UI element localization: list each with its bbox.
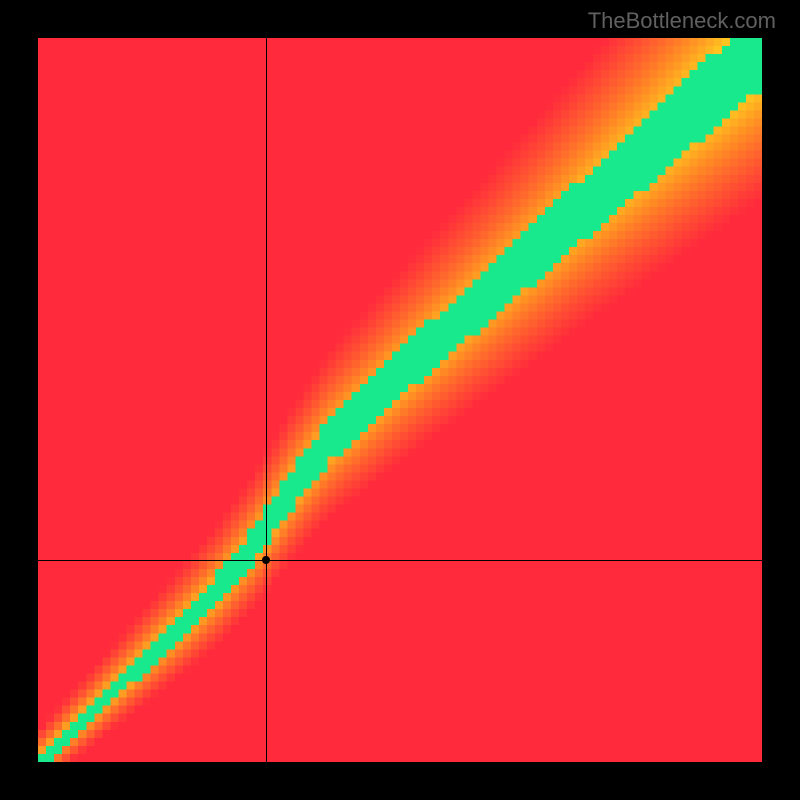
heatmap-canvas xyxy=(38,38,762,762)
bottleneck-heatmap xyxy=(38,38,762,762)
crosshair-horizontal xyxy=(38,560,762,561)
crosshair-vertical xyxy=(266,38,267,762)
crosshair-point xyxy=(262,556,270,564)
watermark-text: TheBottleneck.com xyxy=(588,8,776,34)
